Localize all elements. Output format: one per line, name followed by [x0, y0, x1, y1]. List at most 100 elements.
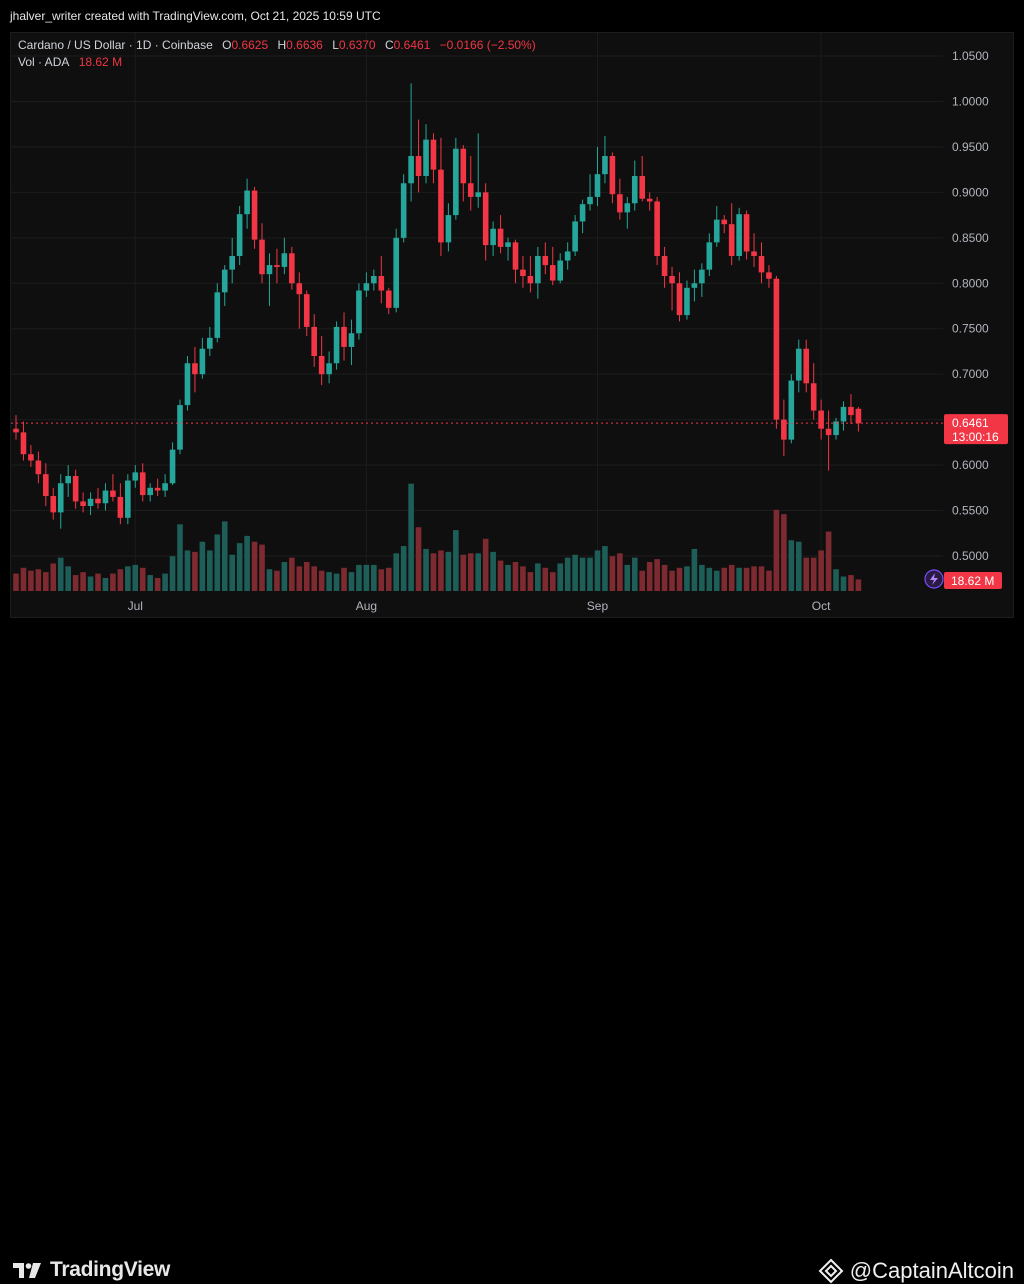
- symbol-name[interactable]: Cardano / US Dollar · 1D · Coinbase: [18, 38, 213, 52]
- volume-bar: [154, 577, 161, 591]
- candle: [177, 399, 183, 455]
- candle: [594, 146, 601, 206]
- candle: [795, 339, 802, 393]
- candle: [512, 239, 519, 284]
- candle: [184, 356, 191, 411]
- volume-bar: [482, 538, 489, 591]
- y-tick-label: 0.8000: [952, 276, 989, 290]
- grid-lines: [11, 33, 943, 591]
- candle-body: [385, 290, 392, 308]
- volume-bar: [199, 541, 206, 591]
- candle: [482, 183, 489, 261]
- candle: [371, 269, 377, 291]
- volume-bar: [602, 546, 608, 591]
- volume-bar: [475, 553, 482, 591]
- y-tick-label: 0.5000: [952, 549, 989, 563]
- volume-bar: [221, 521, 228, 591]
- volume-label[interactable]: Vol · ADA: [18, 55, 70, 69]
- candle-body: [453, 148, 459, 216]
- candle: [631, 160, 638, 211]
- volume-bar: [378, 569, 385, 591]
- candle-body: [766, 272, 772, 279]
- candle-body: [520, 269, 526, 276]
- candle: [20, 421, 27, 461]
- candle: [713, 206, 720, 247]
- candle: [676, 272, 683, 322]
- candle: [57, 474, 64, 529]
- candle: [363, 272, 370, 297]
- candle: [147, 483, 153, 502]
- chart-frame[interactable]: [10, 32, 1014, 618]
- candle: [840, 401, 847, 431]
- candle: [274, 248, 280, 284]
- candle: [639, 156, 646, 202]
- y-tick-label: 1.0500: [952, 49, 989, 63]
- volume-bar: [713, 570, 720, 591]
- volume-bar: [43, 572, 49, 591]
- y-tick-label: 0.9000: [952, 185, 989, 199]
- candle: [743, 210, 750, 260]
- volume-bar: [393, 553, 400, 591]
- candle-body: [833, 421, 839, 436]
- candle: [303, 290, 310, 336]
- candle: [564, 242, 571, 270]
- volume-bar: [751, 566, 757, 591]
- candle: [810, 363, 817, 420]
- candles: [13, 83, 862, 529]
- y-tick-label: 0.7500: [952, 322, 989, 336]
- candle: [549, 246, 556, 286]
- volume-bar: [311, 566, 317, 591]
- candle-body: [102, 490, 109, 504]
- candle-body: [333, 326, 340, 364]
- candlestick-chart[interactable]: 0.50000.55000.60000.65000.70000.75000.80…: [0, 0, 1024, 620]
- volume-bar: [117, 569, 124, 591]
- candle: [400, 174, 407, 243]
- candle: [385, 287, 392, 315]
- candle: [162, 474, 168, 497]
- volume-bar: [743, 567, 750, 591]
- volume-bar: [296, 566, 303, 591]
- candle-body: [281, 253, 288, 267]
- volume-bar: [691, 548, 698, 591]
- volume-bar: [57, 557, 64, 591]
- candle-body: [95, 498, 101, 504]
- candle: [43, 463, 49, 506]
- candle: [236, 206, 243, 266]
- candle-body: [535, 256, 541, 284]
- candle: [378, 256, 385, 304]
- volume-bar: [415, 527, 422, 591]
- volume-bar: [535, 563, 541, 591]
- candle-body: [631, 176, 638, 204]
- candle-body: [721, 219, 728, 225]
- candle: [65, 465, 71, 497]
- volume-bar: [684, 566, 690, 591]
- candle-body: [736, 214, 742, 256]
- volume-bar: [453, 530, 459, 591]
- candle: [259, 223, 265, 284]
- volume-bar: [721, 567, 728, 591]
- x-tick-label: Sep: [587, 599, 609, 613]
- candle: [602, 136, 608, 184]
- volume-bar: [706, 567, 713, 591]
- candle: [80, 492, 86, 513]
- volume-bar: [549, 572, 556, 591]
- volume-bar: [28, 570, 34, 591]
- candle: [356, 283, 362, 340]
- candle: [154, 478, 161, 496]
- volume-bar: [527, 572, 534, 591]
- x-tick-label: Oct: [812, 599, 831, 613]
- volume-bar: [758, 566, 765, 591]
- candle-body: [795, 348, 802, 381]
- candle-body: [810, 383, 817, 411]
- candle-body: [564, 251, 571, 261]
- candle-body: [28, 454, 34, 461]
- volume-bar: [35, 569, 42, 591]
- candle-body: [393, 237, 400, 308]
- candle-body: [609, 156, 616, 195]
- candle-body: [713, 219, 720, 243]
- x-tick-label: Aug: [356, 599, 377, 613]
- volume-bar: [587, 557, 593, 591]
- volume-bar: [139, 567, 146, 591]
- candle: [192, 346, 198, 393]
- candle-body: [356, 290, 362, 334]
